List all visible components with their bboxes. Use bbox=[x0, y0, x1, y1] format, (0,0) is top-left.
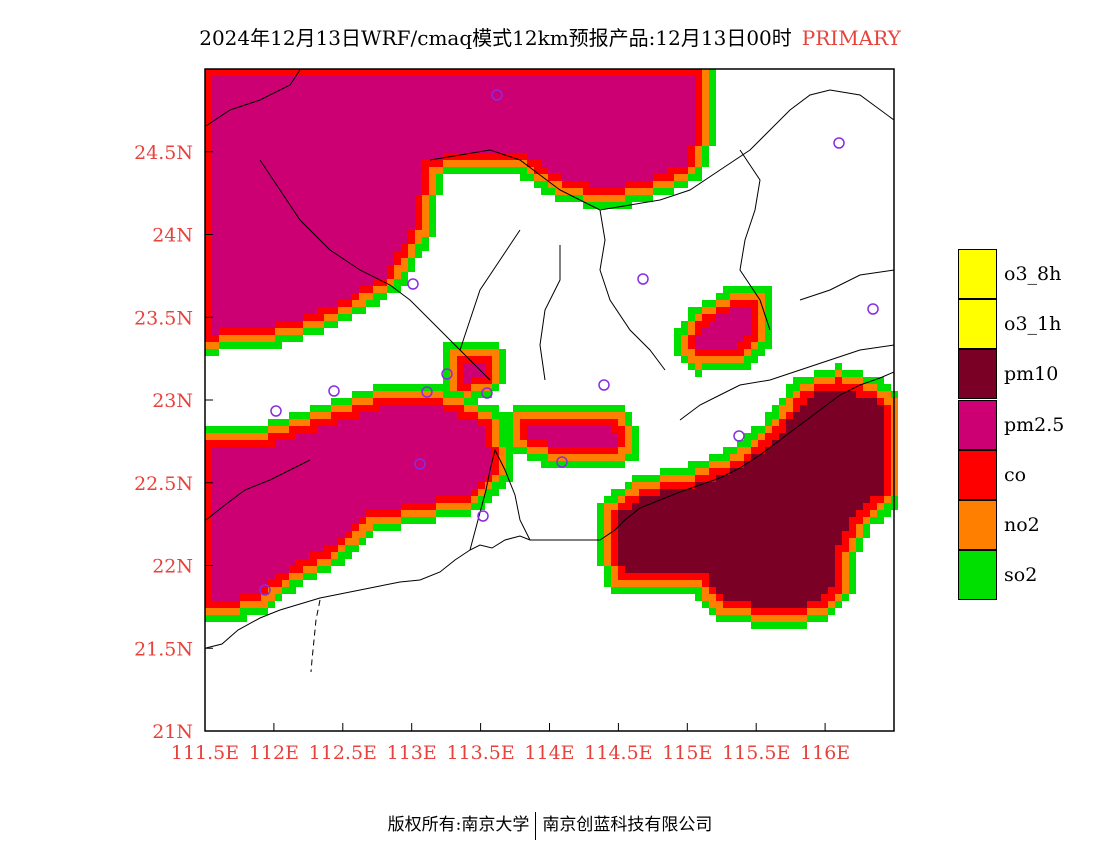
title-primary-tag: PRIMARY bbox=[801, 26, 901, 50]
x-tick-label: 113E bbox=[387, 742, 437, 764]
x-tick-label: 113.5E bbox=[446, 742, 514, 764]
copyright-footer: 版权所有:南京大学 南京创蓝科技有限公司 bbox=[0, 810, 1100, 840]
boundary-path-6 bbox=[459, 229, 521, 351]
pollutant-layer bbox=[205, 69, 898, 629]
legend-label: co bbox=[1004, 463, 1027, 486]
station-marker bbox=[270, 405, 282, 417]
x-tick-label: 112.5E bbox=[309, 742, 377, 764]
y-tick-label: 24N bbox=[152, 225, 193, 247]
station-marker bbox=[867, 303, 879, 315]
y-axis-ticks: 21N 21.5N 22N 22.5N 23N 23.5N 24N 24.5N bbox=[134, 142, 213, 743]
map-title: 2024年12月13日WRF/cmaq模式12km预报产品:12月13日00时 P… bbox=[0, 22, 1100, 51]
legend-label: so2 bbox=[1004, 564, 1038, 587]
legend-label: o3_8h bbox=[1004, 263, 1062, 285]
boundary-path-3 bbox=[429, 89, 895, 211]
legend-label: pm2.5 bbox=[1004, 413, 1065, 436]
y-tick-label: 23.5N bbox=[134, 307, 193, 329]
station-marker bbox=[414, 458, 426, 470]
legend-label: no2 bbox=[1004, 513, 1040, 536]
x-axis-ticks: 111.5E 112E 112.5E 113E 113.5E 114E 114.5E 115E… bbox=[171, 723, 850, 764]
station-marker bbox=[481, 387, 493, 399]
legend-label: pm10 bbox=[1004, 363, 1059, 386]
x-tick-label: 116E bbox=[800, 742, 850, 764]
x-tick-label: 114.5E bbox=[584, 742, 652, 764]
boundary-path-7 bbox=[539, 245, 561, 381]
station-marker bbox=[833, 137, 845, 149]
boundary-path-2 bbox=[259, 159, 491, 381]
station-marker bbox=[441, 368, 453, 380]
station-marker bbox=[637, 273, 649, 285]
station-markers bbox=[259, 89, 879, 596]
legend-swatch bbox=[958, 249, 997, 299]
legend-label: o3_1h bbox=[1004, 313, 1062, 336]
station-marker bbox=[477, 510, 489, 522]
y-tick-label: 23N bbox=[152, 390, 193, 412]
footer-left: 版权所有:南京大学 bbox=[387, 815, 530, 835]
x-tick-label: 112E bbox=[249, 742, 299, 764]
y-tick-label: 24.5N bbox=[134, 142, 193, 164]
island-hainan-dash bbox=[310, 599, 321, 673]
y-tick-label: 21.5N bbox=[134, 638, 193, 660]
station-marker bbox=[421, 386, 433, 398]
station-marker bbox=[733, 430, 745, 442]
legend-swatch bbox=[958, 550, 997, 601]
legend-swatch bbox=[958, 399, 997, 450]
x-tick-label: 115E bbox=[662, 742, 712, 764]
x-tick-label: 115.5E bbox=[722, 742, 790, 764]
legend-swatch bbox=[958, 349, 997, 400]
legend-swatch bbox=[958, 449, 997, 500]
x-tick-label: 114E bbox=[524, 742, 574, 764]
boundary-path-1 bbox=[205, 69, 301, 127]
title-main: 2024年12月13日WRF/cmaq模式12km预报产品:12月13日00时 bbox=[199, 26, 792, 50]
coastline-path bbox=[205, 371, 895, 649]
footer-divider bbox=[535, 811, 537, 840]
boundary-path-4 bbox=[599, 209, 666, 371]
y-tick-label: 22.5N bbox=[134, 473, 193, 495]
legend-swatch bbox=[958, 499, 997, 550]
y-tick-label: 21N bbox=[152, 721, 193, 743]
station-marker bbox=[407, 278, 419, 290]
boundary-path-10 bbox=[799, 269, 895, 301]
footer-right: 南京创蓝科技有限公司 bbox=[542, 815, 713, 835]
station-marker bbox=[556, 456, 568, 468]
y-tick-label: 22N bbox=[152, 556, 193, 578]
boundary-path-8 bbox=[205, 459, 311, 521]
legend-swatch bbox=[958, 299, 997, 350]
x-tick-label: 111.5E bbox=[171, 742, 239, 764]
pearl-river-estuary bbox=[469, 448, 531, 551]
station-marker bbox=[328, 385, 340, 397]
station-marker bbox=[491, 89, 503, 101]
station-marker bbox=[598, 379, 610, 391]
coastline bbox=[205, 69, 895, 673]
boundary-path-9 bbox=[679, 344, 895, 421]
station-marker bbox=[259, 584, 271, 596]
boundary-path-5 bbox=[739, 149, 771, 331]
